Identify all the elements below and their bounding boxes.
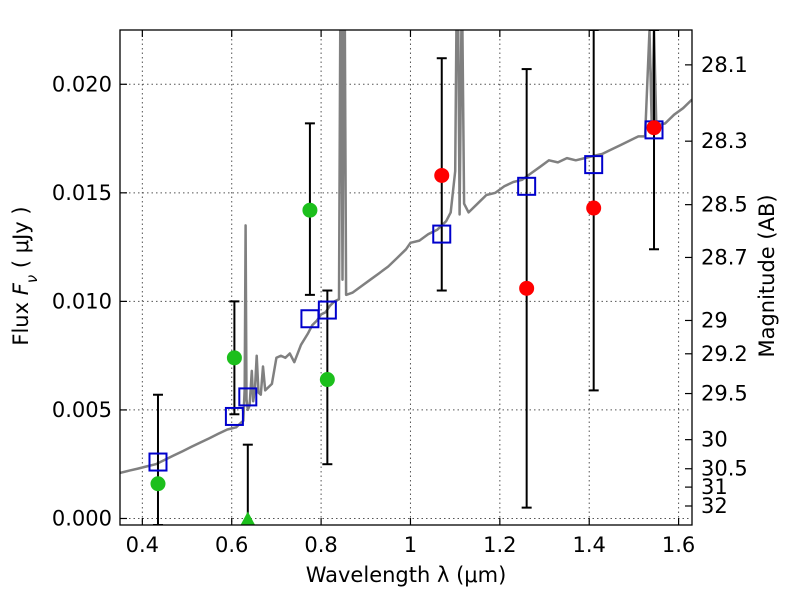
- magnitude-tick-label: 30.5: [701, 457, 748, 481]
- observed-point-green: [226, 350, 242, 366]
- x-tick-label: 1.6: [662, 533, 695, 557]
- model-photometry-square: [584, 155, 604, 175]
- magnitude-tick-label: 29.5: [701, 382, 748, 406]
- magnitude-tick-label: 28.7: [701, 245, 748, 269]
- y-tick-label: 0.000: [52, 506, 112, 530]
- y-tick-label: 0.010: [52, 289, 112, 313]
- observed-point-red: [519, 280, 535, 296]
- model-photometry-square: [224, 406, 244, 426]
- magnitude-tick-label: 28.1: [701, 53, 748, 77]
- observed-point-red: [586, 200, 602, 216]
- magnitude-tick-label: 29: [701, 308, 728, 332]
- magnitude-tick-label: 31: [701, 475, 728, 499]
- observed-point-red: [434, 167, 450, 183]
- x-axis-label: Wavelength λ (μm): [306, 563, 507, 587]
- x-tick-label: 0.6: [215, 533, 248, 557]
- grid: [120, 30, 692, 525]
- model-photometry-square: [432, 224, 452, 244]
- y-tick-label: 0.015: [52, 181, 112, 205]
- x-tick-label: 1.2: [483, 533, 516, 557]
- y-axis-label: Flux Fν ( μJy ): [9, 206, 41, 345]
- plot-area: [120, 30, 692, 525]
- model-photometry-square: [300, 309, 320, 329]
- y-tick-label: 0.005: [52, 398, 112, 422]
- magnitude-tick-label: 28.5: [701, 193, 748, 217]
- magnitude-tick-label: 32: [701, 494, 728, 518]
- magnitude-axis-label: Magnitude (AB): [755, 194, 779, 357]
- spectrum-line: [120, 30, 692, 475]
- observed-point-green: [150, 476, 166, 492]
- x-tick-label: 0.8: [304, 533, 337, 557]
- x-tick-label: 1: [404, 533, 417, 557]
- x-tick-label: 1.4: [573, 533, 606, 557]
- model-photometry-square: [317, 300, 337, 320]
- magnitude-tick-label: 29.2: [701, 342, 748, 366]
- y-axis: 0.000 0.005 0.010 0.015 0.020: [52, 72, 127, 530]
- magnitude-tick-label: 30: [701, 428, 728, 452]
- observed-point-green: [319, 372, 335, 388]
- upper-limit-triangle: [240, 511, 255, 525]
- model-photometry-square: [517, 176, 537, 196]
- x-axis: 0.4 0.6 0.8 1 1.2 1.4 1.6: [126, 30, 695, 557]
- magnitude-tick-label: 28.3: [701, 129, 748, 153]
- observed-point-red: [646, 120, 662, 136]
- model-photometry-square: [148, 452, 168, 472]
- plot-frame: [119, 29, 693, 526]
- x-tick-label: 0.4: [126, 533, 159, 557]
- y-tick-label: 0.020: [52, 72, 112, 96]
- model-photometry-square: [238, 387, 258, 407]
- observed-point-green: [302, 202, 318, 218]
